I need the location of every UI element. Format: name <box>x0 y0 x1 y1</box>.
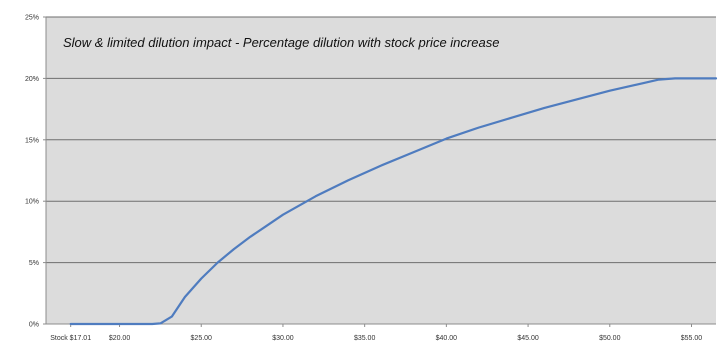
series-line-0 <box>69 77 718 326</box>
chart-title: Slow & limited dilution impact - Percent… <box>63 35 499 50</box>
x-tick-label: $45.00 <box>517 335 539 342</box>
x-tick-label: Stock $17.01 <box>50 335 91 342</box>
plot-area <box>46 17 716 324</box>
series-layer <box>69 77 718 326</box>
y-tick-label: 5% <box>29 260 39 267</box>
x-tick-label: $50.00 <box>599 335 621 342</box>
y-tick-label: 25% <box>25 15 39 22</box>
y-tick-label: 0% <box>29 322 39 329</box>
x-tick-label: $30.00 <box>272 335 294 342</box>
y-axis-ticks: 0% 5% 10% 15% 20% 25% <box>25 15 39 329</box>
y-tick-label: 10% <box>25 199 39 206</box>
x-tick-label: $55.00 <box>681 335 703 342</box>
y-tick-label: 20% <box>25 76 39 83</box>
x-tick-label: $40.00 <box>436 335 458 342</box>
x-axis-ticks: Stock $17.01 $20.00 $25.00 $30.00 $35.00 $40.… <box>50 335 702 342</box>
x-tick-label: $35.00 <box>354 335 376 342</box>
x-tick-label: $20.00 <box>109 335 131 342</box>
y-tick-label: 15% <box>25 137 39 144</box>
x-tick-label: $25.00 <box>191 335 213 342</box>
gridlines <box>46 16 716 264</box>
